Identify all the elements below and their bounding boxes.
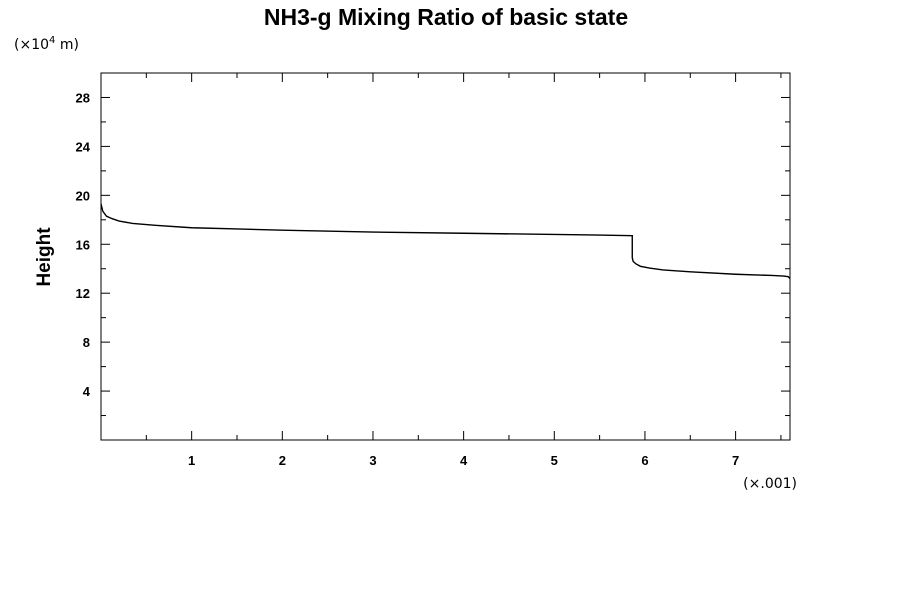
y-tick-label: 8 [83, 335, 90, 350]
y-axis-label: Height [34, 227, 55, 287]
plot-frame [100, 72, 791, 441]
y-unit-prefix: (×10 [14, 37, 49, 53]
y-tick-label: 28 [76, 90, 90, 105]
x-tick-label: 1 [188, 453, 195, 468]
x-tick-label: 3 [369, 453, 376, 468]
y-unit-exponent: 4 [49, 35, 55, 46]
y-unit-suffix: m) [55, 37, 79, 53]
y-axis-unit: (×104 m) [14, 35, 79, 53]
x-tick-label: 4 [460, 453, 468, 468]
y-tick-label: 24 [76, 139, 91, 154]
y-tick-label: 20 [76, 188, 90, 203]
y-tick-label: 4 [83, 384, 91, 399]
y-tick-label: 12 [76, 286, 90, 301]
axis-ticks [101, 73, 790, 440]
chart-title: NH3-g Mixing Ratio of basic state [264, 4, 628, 30]
x-axis-unit: (×.001) [743, 476, 797, 492]
x-tick-label: 2 [279, 453, 286, 468]
x-tick-label: 7 [732, 453, 739, 468]
y-tick-label: 16 [76, 237, 90, 252]
series-line [100, 203, 791, 280]
x-tick-label: 6 [641, 453, 648, 468]
x-tick-label: 5 [551, 453, 558, 468]
